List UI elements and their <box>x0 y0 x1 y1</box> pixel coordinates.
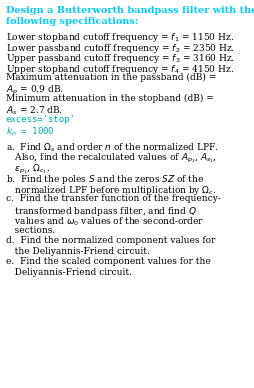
Text: Maximum attenuation in the passband (dB) =: Maximum attenuation in the passband (dB)… <box>6 73 216 82</box>
Text: $A_p$ = 0.9 dB.: $A_p$ = 0.9 dB. <box>6 84 64 97</box>
Text: b.  Find the poles $S$ and the zeros $SZ$ of the: b. Find the poles $S$ and the zeros $SZ$… <box>6 173 204 186</box>
Text: normalized LPF before multiplication by $\Omega_c$.: normalized LPF before multiplication by … <box>6 184 216 197</box>
Text: Upper stopband cutoff frequency = $f_4$ = 4150 Hz.: Upper stopband cutoff frequency = $f_4$ … <box>6 63 234 76</box>
Text: Design a Butterworth bandpass filter with the: Design a Butterworth bandpass filter wit… <box>6 6 254 15</box>
Text: $k_n$ = 1000: $k_n$ = 1000 <box>6 126 55 138</box>
Text: the Deliyannis-Friend circuit.: the Deliyannis-Friend circuit. <box>6 246 150 256</box>
Text: Lower passband cutoff frequency = $f_2$ = 2350 Hz.: Lower passband cutoff frequency = $f_2$ … <box>6 42 235 55</box>
Text: excess='stop': excess='stop' <box>6 115 76 124</box>
Text: c.  Find the transfer function of the frequency-: c. Find the transfer function of the fre… <box>6 194 221 203</box>
Text: $\varepsilon_{p_1}$, $\Omega_{c_1}$.: $\varepsilon_{p_1}$, $\Omega_{c_1}$. <box>6 163 50 176</box>
Text: $A_s$ = 2.7 dB.: $A_s$ = 2.7 dB. <box>6 105 63 117</box>
Text: Minimum attenuation in the stopband (dB) =: Minimum attenuation in the stopband (dB)… <box>6 94 214 104</box>
Text: values and $\omega_0$ values of the second-order: values and $\omega_0$ values of the seco… <box>6 215 204 227</box>
Text: transformed bandpass filter, and find $Q$: transformed bandpass filter, and find $Q… <box>6 204 197 218</box>
Text: Upper passband cutoff frequency = $f_3$ = 3160 Hz.: Upper passband cutoff frequency = $f_3$ … <box>6 52 235 65</box>
Text: Lower stopband cutoff frequency = $f_1$ = 1150 Hz.: Lower stopband cutoff frequency = $f_1$ … <box>6 31 234 44</box>
Text: e.  Find the scaled component values for the: e. Find the scaled component values for … <box>6 257 211 266</box>
Text: a.  Find $\Omega_s$ and order $n$ of the normalized LPF.: a. Find $\Omega_s$ and order $n$ of the … <box>6 142 218 154</box>
Text: d.  Find the normalized component values for: d. Find the normalized component values … <box>6 236 215 245</box>
Text: sections.: sections. <box>6 225 55 235</box>
Text: Deliyannis-Friend circuit.: Deliyannis-Friend circuit. <box>6 268 132 277</box>
Text: Also, find the recalculated values of $A_{p_1}$, $A_{s_1}$,: Also, find the recalculated values of $A… <box>6 152 217 165</box>
Text: following specifications:: following specifications: <box>6 17 138 26</box>
